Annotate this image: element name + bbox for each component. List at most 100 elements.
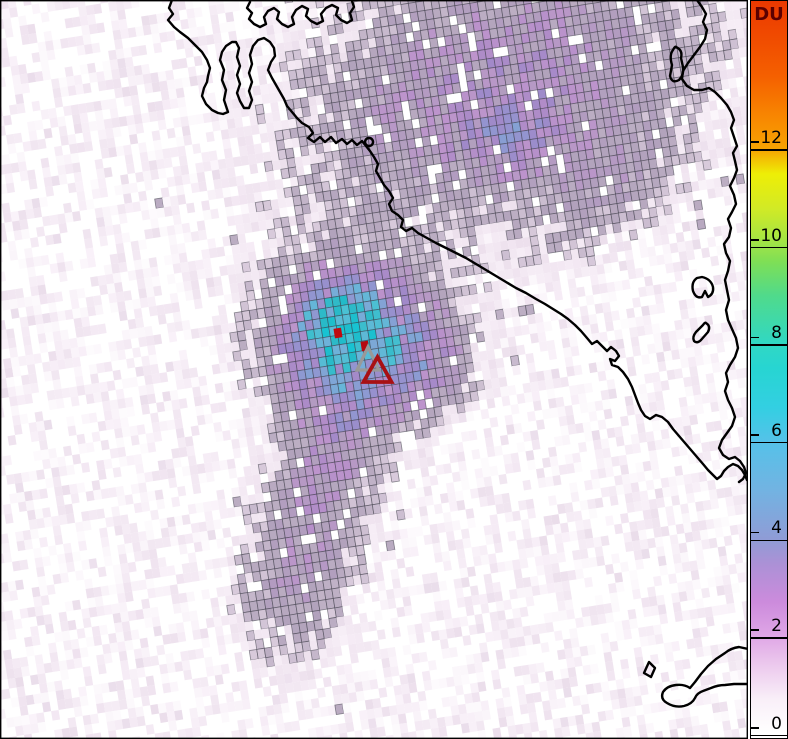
plume-cell	[419, 174, 430, 187]
plume-cell	[526, 459, 536, 471]
plume-cell	[75, 521, 85, 533]
plume-cell	[34, 557, 44, 568]
plume-cell	[468, 624, 478, 636]
plume-cell	[259, 277, 270, 290]
plume-cell	[446, 296, 457, 309]
plume-cell	[207, 238, 217, 249]
plume-cell	[716, 585, 726, 596]
plume-cell	[735, 562, 745, 574]
plume-cell	[195, 502, 205, 514]
plume-cell	[6, 133, 16, 145]
plume-cell	[728, 77, 738, 89]
plume-cell	[692, 530, 702, 542]
plume-cell	[686, 492, 696, 504]
plume-cell	[108, 49, 118, 61]
plume-cell	[555, 542, 565, 554]
plume-cell	[358, 563, 369, 576]
plume-cell	[153, 285, 163, 297]
plume-cell	[731, 48, 741, 59]
plume-cell	[181, 271, 191, 283]
plume-cell	[720, 322, 730, 333]
plume-cell	[615, 435, 625, 447]
plume-cell	[292, 535, 303, 547]
plume-cell	[486, 300, 496, 312]
plume-cell	[280, 70, 290, 82]
plume-cell	[72, 599, 82, 611]
plume-cell	[85, 247, 95, 259]
plume-cell	[677, 95, 687, 107]
plume-cell	[653, 332, 663, 344]
plume-cell	[3, 455, 13, 466]
plume-cell	[519, 266, 529, 278]
plume-cell	[285, 196, 295, 208]
plume-cell	[403, 119, 414, 131]
plume-cell	[244, 620, 254, 632]
plume-cell	[451, 471, 461, 483]
plume-cell	[7, 629, 17, 641]
plume-cell	[222, 138, 232, 150]
plume-cell	[189, 27, 199, 38]
plume-cell	[90, 373, 100, 384]
plume-cell	[55, 398, 65, 409]
plume-cell	[180, 261, 190, 273]
plume-cell	[246, 193, 256, 204]
plume-cell	[265, 462, 275, 473]
plume-cell	[549, 407, 559, 419]
plume-cell	[611, 601, 621, 613]
plume-cell	[75, 84, 85, 95]
plume-cell	[591, 235, 601, 247]
plume-cell	[737, 183, 747, 195]
plume-cell	[213, 178, 223, 190]
plume-cell	[216, 538, 226, 549]
plume-cell	[608, 388, 618, 400]
plume-cell	[46, 681, 56, 693]
plume-cell	[554, 533, 564, 544]
plume-cell	[58, 611, 68, 623]
plume-cell	[106, 137, 116, 149]
plume-cell	[147, 150, 157, 162]
plume-cell	[127, 27, 137, 38]
plume-cell	[553, 290, 564, 301]
plume-cell	[99, 284, 109, 296]
plume-cell	[117, 398, 127, 409]
plume-cell	[528, 371, 538, 383]
plume-cell	[24, 344, 34, 356]
plume-cell	[226, 167, 236, 178]
plume-cell	[355, 642, 365, 653]
plume-cell	[689, 171, 699, 183]
plume-cell	[584, 528, 594, 540]
plume-cell	[384, 482, 394, 493]
plume-cell	[654, 195, 665, 208]
plume-cell	[99, 138, 109, 150]
plume-cell	[214, 625, 224, 637]
plume-cell	[334, 509, 345, 521]
plume-cell	[12, 657, 22, 669]
plume-cell	[37, 138, 47, 150]
plume-cell	[213, 664, 223, 676]
plume-cell	[657, 361, 667, 372]
plume-cell	[18, 15, 28, 27]
plume-cell	[538, 341, 548, 352]
plume-cell	[435, 464, 445, 476]
plume-cell	[686, 103, 696, 115]
plume-cell	[456, 548, 466, 560]
plume-cell	[178, 57, 188, 69]
plume-cell	[262, 443, 272, 454]
plume-cell	[317, 113, 328, 125]
plume-cell	[582, 421, 592, 433]
plume-cell	[460, 41, 471, 54]
plume-cell	[34, 654, 44, 665]
plume-cell	[454, 441, 464, 453]
plume-cell	[267, 180, 277, 191]
plume-cell	[525, 595, 535, 607]
plume-cell	[211, 606, 221, 618]
plume-cell	[177, 242, 187, 254]
plume-cell	[385, 248, 396, 260]
plume-cell	[603, 262, 613, 274]
plume-cell	[117, 495, 127, 507]
plume-cell	[189, 561, 199, 573]
plume-cell	[513, 568, 523, 580]
plume-cell	[432, 591, 442, 602]
plume-cell	[97, 226, 107, 238]
plume-cell	[690, 131, 701, 144]
